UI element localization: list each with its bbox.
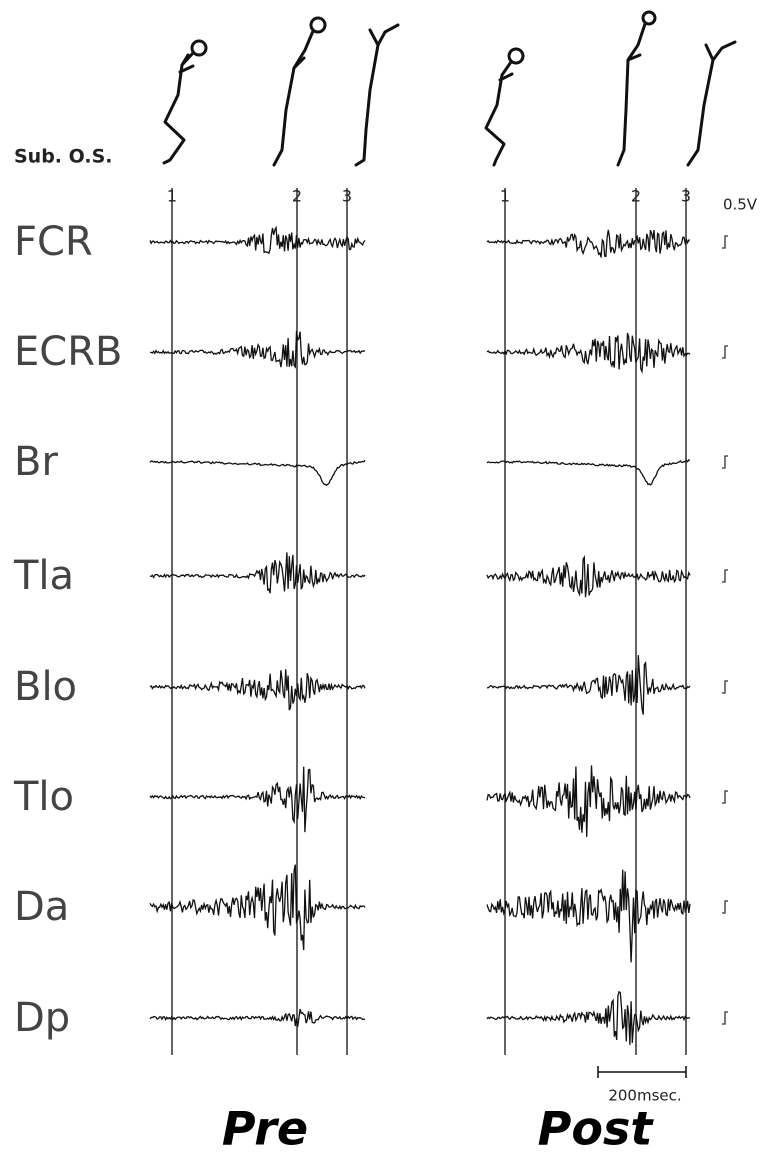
emg-trace [486,655,691,715]
voltage-scale-mark [722,1011,728,1025]
phase-marker: 3 [342,187,352,206]
panel-label: Post [538,1102,655,1156]
voltage-scale-mark [722,900,728,914]
voltage-scale-mark [722,680,728,694]
muscle-label: FCR [14,219,93,265]
voltage-scale-mark [722,455,728,469]
emg-trace [486,459,691,486]
muscle-label: Tlo [13,774,74,820]
stick-figures-pre [162,16,400,167]
emg-trace [486,229,691,258]
muscle-label: Dp [14,995,70,1041]
emg-trace [486,332,691,375]
panel-label: Pre [222,1102,308,1156]
muscle-label: Blo [14,664,77,710]
voltage-scale-mark [722,235,728,249]
phase-marker: 2 [631,187,641,206]
muscle-label: Tla [13,553,74,599]
phase-marker: 1 [167,187,177,206]
emg-trace [149,225,366,255]
emg-trace [486,869,691,963]
emg-trace [149,552,366,594]
voltage-scale-mark [722,569,728,583]
emg-trace [150,331,366,369]
muscle-label: ECRB [14,329,122,375]
emg-trace [149,766,366,833]
phase-marker: 3 [681,187,691,206]
emg-trace [486,765,691,837]
phase-marker: 2 [292,187,302,206]
muscle-label: Da [14,884,69,930]
time-scale-label: 200msec. [608,1087,681,1105]
voltage-scale-mark [722,345,728,359]
emg-trace [486,554,691,598]
emg-trace [149,864,366,951]
stick-figures-post [484,10,737,167]
voltage-scale-mark [722,790,728,804]
emg-trace [486,990,691,1045]
muscle-label: Br [14,439,58,485]
emg-trace [149,1008,366,1027]
voltage-scale-label: 0.5V [723,196,758,214]
emg-trace [149,669,366,711]
phase-marker: 1 [500,187,510,206]
subject-label: Sub. O.S. [14,146,113,168]
emg-trace [149,459,366,487]
